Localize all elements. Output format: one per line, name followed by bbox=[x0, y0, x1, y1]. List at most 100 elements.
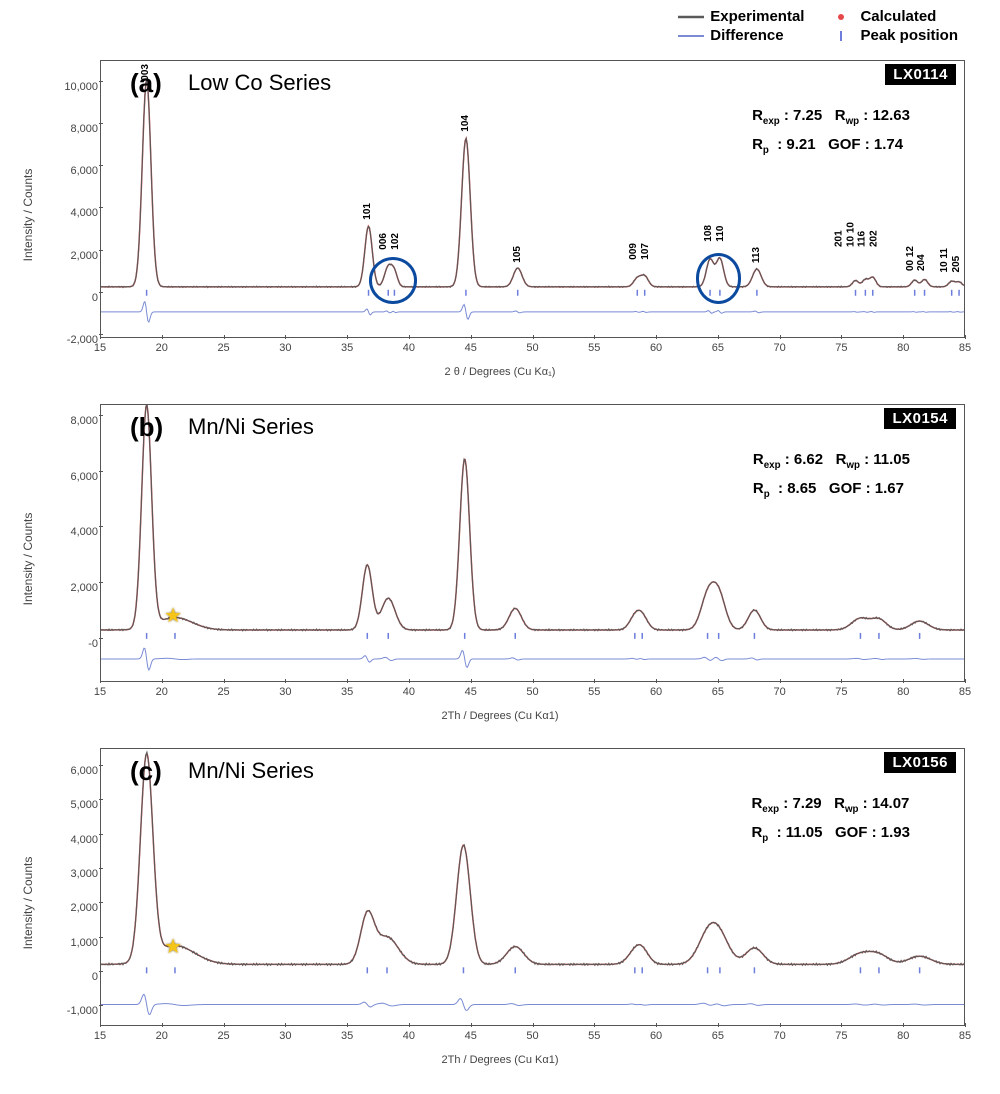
y-tick-label: -1,000 bbox=[67, 1005, 98, 1017]
x-tick-mark bbox=[594, 335, 595, 339]
miller-label: 10 11205 bbox=[940, 248, 973, 272]
x-tick-mark bbox=[841, 335, 842, 339]
y-tick-label: 1,000 bbox=[70, 937, 98, 949]
x-tick-label: 50 bbox=[526, 1030, 538, 1042]
x-tick-label: 35 bbox=[341, 686, 353, 698]
xrd-figure: Experimental Difference Calculated Peak … bbox=[0, 0, 1000, 1094]
y-tick-mark bbox=[99, 765, 103, 766]
x-tick-mark bbox=[409, 335, 410, 339]
panel-title: Low Co Series bbox=[188, 70, 331, 96]
miller-label: 105 bbox=[512, 246, 523, 263]
x-tick-label: 25 bbox=[217, 1030, 229, 1042]
x-tick-mark bbox=[162, 1023, 163, 1027]
x-tick-mark bbox=[965, 1023, 966, 1027]
x-tick-mark bbox=[471, 679, 472, 683]
y-tick-mark bbox=[99, 207, 103, 208]
y-tick-label: 0 bbox=[92, 971, 98, 983]
x-axis-label: 2Th / Degrees (Cu Kα1) bbox=[441, 1054, 558, 1066]
y-tick-label: 6,000 bbox=[70, 471, 98, 483]
x-axis-label: 2 θ / Degrees (Cu Kα₁) bbox=[445, 366, 556, 378]
y-tick-mark bbox=[99, 868, 103, 869]
x-tick-label: 75 bbox=[835, 342, 847, 354]
x-tick-mark bbox=[347, 1023, 348, 1027]
x-tick-mark bbox=[656, 1023, 657, 1027]
x-tick-label: 80 bbox=[897, 342, 909, 354]
panel-letter: (a) bbox=[130, 68, 162, 99]
x-tick-label: 15 bbox=[94, 686, 106, 698]
y-tick-mark bbox=[99, 834, 103, 835]
y-tick-mark bbox=[99, 799, 103, 800]
y-tick-mark bbox=[99, 250, 103, 251]
x-tick-mark bbox=[224, 1023, 225, 1027]
x-tick-mark bbox=[100, 335, 101, 339]
x-tick-mark bbox=[594, 1023, 595, 1027]
x-tick-label: 20 bbox=[156, 1030, 168, 1042]
y-tick-mark bbox=[99, 526, 103, 527]
y-tick-mark bbox=[99, 582, 103, 583]
y-tick-label: 0 bbox=[92, 292, 98, 304]
x-tick-mark bbox=[903, 335, 904, 339]
x-tick-mark bbox=[409, 679, 410, 683]
x-tick-mark bbox=[841, 1023, 842, 1027]
x-tick-label: 40 bbox=[403, 342, 415, 354]
x-tick-label: 60 bbox=[650, 342, 662, 354]
x-tick-label: 35 bbox=[341, 342, 353, 354]
x-tick-mark bbox=[285, 1023, 286, 1027]
y-axis-label: Intensity / Counts bbox=[21, 169, 35, 262]
sample-id-badge: LX0156 bbox=[884, 752, 956, 773]
legend-calculated: Calculated bbox=[828, 8, 958, 25]
panels-container: -2,00002,0004,0006,0008,00010,0001520253… bbox=[12, 50, 988, 1068]
x-tick-label: 75 bbox=[835, 1030, 847, 1042]
miller-label: 20110 10116202 bbox=[835, 222, 891, 247]
refinement-stats: Rexp : 6.62 Rwp : 11.05Rp : 8.65 GOF : 1… bbox=[753, 446, 910, 503]
y-tick-mark bbox=[99, 971, 103, 972]
y-tick-mark bbox=[99, 165, 103, 166]
miller-label: 006102 bbox=[379, 233, 401, 250]
x-tick-mark bbox=[718, 679, 719, 683]
y-tick-mark bbox=[99, 902, 103, 903]
y-tick-label: 2,000 bbox=[70, 250, 98, 262]
legend-col-1: Experimental Difference bbox=[678, 8, 804, 44]
x-tick-label: 70 bbox=[774, 1030, 786, 1042]
legend-label: Difference bbox=[710, 27, 783, 44]
miller-label: 104 bbox=[461, 115, 472, 132]
x-tick-label: 25 bbox=[217, 686, 229, 698]
x-tick-label: 20 bbox=[156, 342, 168, 354]
x-tick-label: 80 bbox=[897, 1030, 909, 1042]
miller-label: 113 bbox=[752, 247, 763, 263]
x-tick-mark bbox=[471, 335, 472, 339]
x-tick-mark bbox=[656, 679, 657, 683]
x-tick-mark bbox=[965, 679, 966, 683]
x-tick-mark bbox=[780, 1023, 781, 1027]
x-tick-label: 65 bbox=[712, 1030, 724, 1042]
x-tick-mark bbox=[780, 679, 781, 683]
x-tick-label: 30 bbox=[279, 342, 291, 354]
xrd-panel-c: -1,00001,0002,0003,0004,0005,0006,000152… bbox=[20, 738, 980, 1068]
sample-id-badge: LX0114 bbox=[885, 64, 956, 85]
legend-swatch-difference bbox=[678, 29, 704, 43]
xrd-panel-b: -02,0004,0006,0008,000152025303540455055… bbox=[20, 394, 980, 724]
y-tick-label: 8,000 bbox=[70, 123, 98, 135]
y-tick-mark bbox=[99, 415, 103, 416]
miller-label: 009107 bbox=[629, 243, 651, 260]
x-tick-label: 65 bbox=[712, 342, 724, 354]
legend-swatch-experimental bbox=[678, 10, 704, 24]
x-tick-label: 60 bbox=[650, 1030, 662, 1042]
x-tick-label: 35 bbox=[341, 1030, 353, 1042]
x-tick-label: 85 bbox=[959, 1030, 971, 1042]
x-tick-label: 25 bbox=[217, 342, 229, 354]
x-tick-mark bbox=[903, 1023, 904, 1027]
x-tick-mark bbox=[162, 335, 163, 339]
y-tick-mark bbox=[99, 81, 103, 82]
x-tick-label: 80 bbox=[897, 686, 909, 698]
x-tick-mark bbox=[965, 335, 966, 339]
y-tick-mark bbox=[99, 471, 103, 472]
x-tick-label: 40 bbox=[403, 686, 415, 698]
x-tick-mark bbox=[162, 679, 163, 683]
y-tick-label: 6,000 bbox=[70, 765, 98, 777]
y-tick-mark bbox=[99, 638, 103, 639]
x-tick-mark bbox=[533, 679, 534, 683]
y-tick-label: 8,000 bbox=[70, 415, 98, 427]
refinement-stats: Rexp : 7.29 Rwp : 14.07Rp : 11.05 GOF : … bbox=[751, 790, 910, 847]
legend-experimental: Experimental bbox=[678, 8, 804, 25]
